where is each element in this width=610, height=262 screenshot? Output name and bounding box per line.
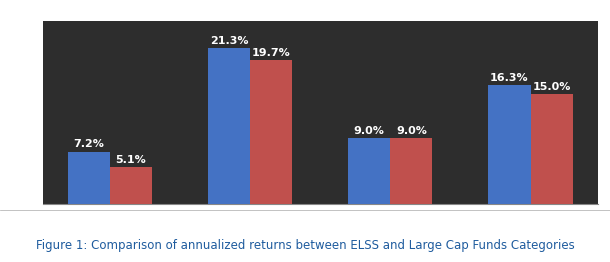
Bar bbox=[68, 151, 110, 204]
Bar bbox=[390, 138, 432, 204]
Text: 9.0%: 9.0% bbox=[396, 126, 427, 136]
Text: Figure 1: Comparison of annualized returns between ELSS and Large Cap Funds Cate: Figure 1: Comparison of annualized retur… bbox=[35, 238, 575, 252]
Text: 21.3%: 21.3% bbox=[210, 36, 248, 46]
Text: 16.3%: 16.3% bbox=[490, 73, 529, 83]
Text: 15.0%: 15.0% bbox=[533, 82, 571, 92]
Text: 19.7%: 19.7% bbox=[252, 48, 290, 58]
Bar bbox=[250, 60, 292, 204]
Bar bbox=[348, 138, 390, 204]
Bar bbox=[489, 85, 531, 204]
Text: 7.2%: 7.2% bbox=[74, 139, 104, 149]
Bar bbox=[531, 94, 573, 204]
Text: 5.1%: 5.1% bbox=[116, 155, 146, 165]
Text: 9.0%: 9.0% bbox=[354, 126, 385, 136]
Bar bbox=[208, 48, 250, 204]
Bar bbox=[110, 167, 152, 204]
